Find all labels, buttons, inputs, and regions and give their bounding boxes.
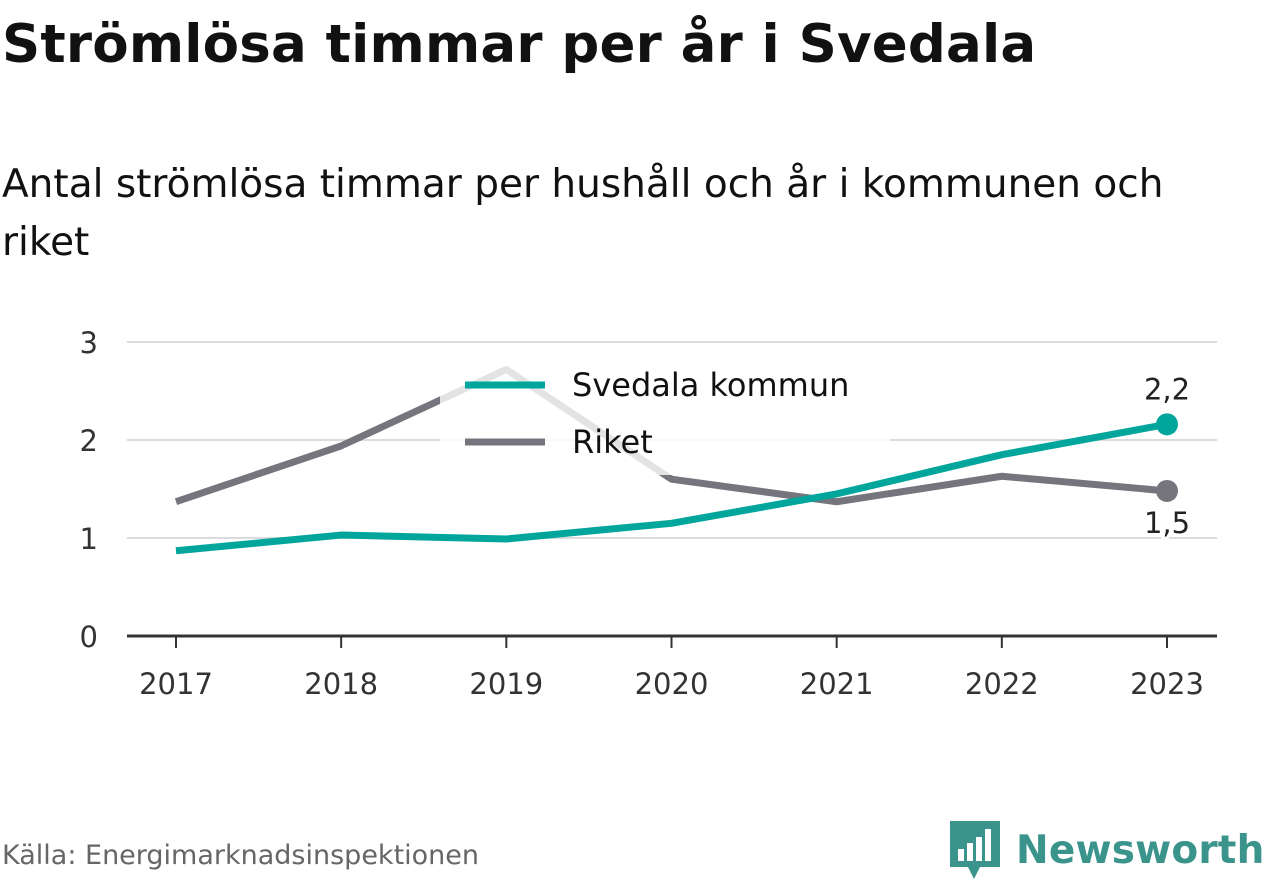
bar-chart-badge-icon bbox=[950, 821, 1000, 879]
x-tick-label: 2019 bbox=[469, 667, 543, 701]
y-tick-label: 1 bbox=[80, 522, 98, 556]
brand-name: Newsworthy bbox=[1016, 827, 1262, 873]
chart-title: Strömlösa timmar per år i Svedala bbox=[2, 14, 1037, 75]
legend-label-riket: Riket bbox=[572, 423, 653, 461]
y-tick-label: 0 bbox=[80, 620, 98, 654]
legend-background bbox=[440, 355, 890, 475]
line-chart: 0 1 2 3 2017 2018 2019 2020 2021 2022 2023 2,2 1,5 Sv… bbox=[80, 326, 1217, 701]
end-label-svedala: 2,2 bbox=[1144, 372, 1190, 406]
y-tick-label: 3 bbox=[80, 326, 98, 360]
data-point-svedala bbox=[1156, 413, 1178, 436]
source-note: Källa: Energimarknadsinspektionen bbox=[2, 840, 480, 871]
x-tick-label: 2021 bbox=[800, 667, 874, 701]
series-line-svedala bbox=[175, 420, 1168, 555]
x-tick-label: 2018 bbox=[304, 667, 378, 701]
legend-label-svedala: Svedala kommun bbox=[572, 366, 849, 404]
x-tick-label: 2020 bbox=[635, 667, 709, 701]
chart-subtitle: Antal strömlösa timmar per hushåll och å… bbox=[2, 162, 1164, 265]
y-tick-label: 2 bbox=[80, 424, 98, 458]
series-line-riket bbox=[174, 365, 1168, 506]
newsworthy-logo: Newsworthy bbox=[950, 820, 1262, 880]
x-tick-label: 2022 bbox=[965, 667, 1039, 701]
x-tick-label: 2023 bbox=[1130, 667, 1204, 701]
data-point-riket bbox=[1156, 479, 1178, 502]
end-label-riket: 1,5 bbox=[1144, 506, 1190, 540]
x-tick-label: 2017 bbox=[139, 667, 213, 701]
